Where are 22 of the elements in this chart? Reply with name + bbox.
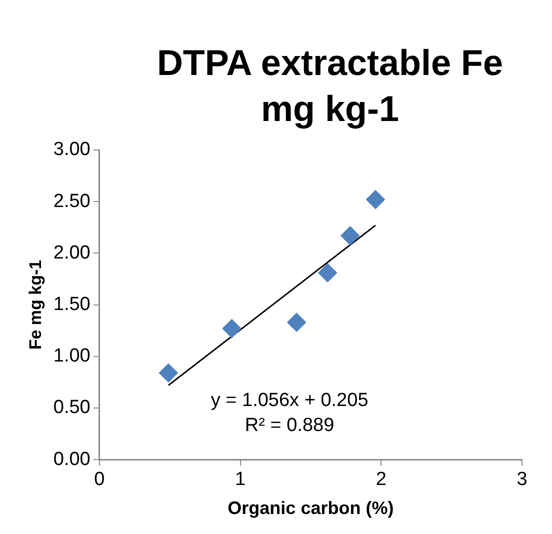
point	[158, 363, 178, 382]
y-tick-label: 1.50	[53, 294, 90, 316]
x-tick-label: 0	[94, 469, 105, 490]
point	[340, 226, 360, 246]
point	[287, 312, 306, 332]
point	[222, 319, 242, 338]
x-tick-label: 1	[234, 469, 246, 490]
point	[318, 263, 338, 282]
y-tick-label: 2.00	[53, 242, 90, 264]
y-tick-label: 1.00	[53, 346, 90, 367]
y-tick-label: 2.50	[53, 190, 90, 212]
x-tick-label: 2	[376, 469, 386, 490]
y-tick-label: 0.00	[53, 448, 90, 470]
y-axis-title: Fe mg kg-1	[26, 260, 45, 350]
y-tick-label: 3.00	[53, 139, 90, 160]
chart-title: DTPA extractable Fe mg kg-1	[156, 41, 504, 131]
y-tick-label: 0.50	[53, 397, 90, 418]
annotation: R² = 0.889	[244, 415, 334, 436]
point	[366, 190, 385, 210]
x-tick-label: 3	[516, 469, 528, 490]
x-axis-title: Organic carbon (%)	[228, 498, 394, 518]
annotation: y = 1.056x + 0.205	[210, 390, 368, 412]
